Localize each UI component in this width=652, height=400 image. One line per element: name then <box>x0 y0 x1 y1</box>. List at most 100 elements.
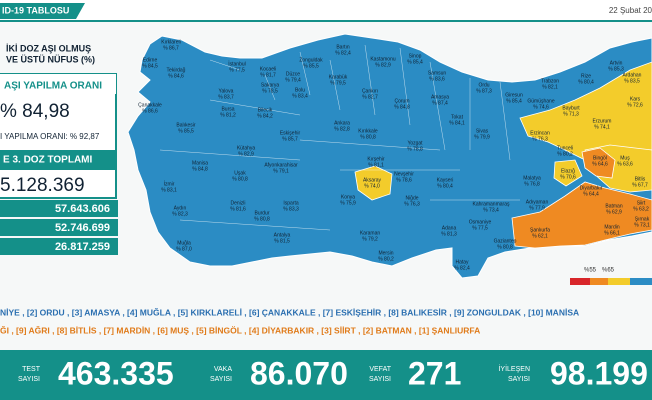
legend-swatch <box>590 278 608 285</box>
province-name: Karabük <box>329 74 348 80</box>
province-name: Kastamonu <box>370 56 396 62</box>
province-name: Ankara <box>334 120 350 126</box>
province-name: Zonguldak <box>299 57 323 63</box>
province-value: % 82,7 <box>362 94 378 100</box>
province-name: Eskişehir <box>280 130 301 136</box>
stat-label: SAYISI <box>18 376 40 383</box>
stats-bar <box>0 350 652 400</box>
province-name: Çankırı <box>362 88 378 94</box>
province-name: Yozgat <box>407 140 423 146</box>
province-value: % 73,4 <box>483 207 499 213</box>
stat-label: İYİLEŞEN <box>498 364 530 373</box>
province-value: % 71,3 <box>563 111 579 117</box>
province-value: % 83,7 <box>218 94 234 100</box>
stat-value: 271 <box>408 355 461 391</box>
province-value: % 78,5 <box>262 88 278 94</box>
province-name: Siirt <box>637 200 646 206</box>
province-value: % 80,2 <box>378 256 394 262</box>
province-name: Manisa <box>192 160 208 166</box>
province-name: Malatya <box>523 175 541 181</box>
province-name: Gaziantep <box>494 238 517 244</box>
province-name: Bilecik <box>258 107 273 113</box>
region-orange-southeast <box>511 181 652 249</box>
province-value: % 64,4 <box>583 191 599 197</box>
stat-label: SAYISI <box>508 376 530 383</box>
province-value: % 83,5 <box>624 78 640 84</box>
province-name: Denizli <box>230 200 245 206</box>
province-name: Mardin <box>604 224 620 230</box>
stats: TEST SAYISI 463.335 VAKA SAYISI 86.070 VEFAT SA… <box>18 355 648 391</box>
province-value: % 74,0 <box>364 183 380 189</box>
province-name: İzmir <box>164 180 175 187</box>
province-name: Tokat <box>451 114 464 120</box>
province-value: % 70,6 <box>560 174 576 180</box>
province-value: % 79,4 <box>285 77 301 83</box>
province-name: Nevşehir <box>394 171 414 177</box>
province-value: % 81,2 <box>220 112 236 118</box>
province-name: Tekirdağ <box>167 67 186 73</box>
province-value: % 85,5 <box>303 63 319 69</box>
province-name: Hatay <box>455 259 469 265</box>
province-name: Isparta <box>283 200 299 206</box>
stat-label: SAYISI <box>369 376 391 383</box>
dose3-label: E 3. DOZ TOPLAMI <box>3 155 92 166</box>
province-name: Şırnak <box>635 216 650 222</box>
province-value: % 79,9 <box>474 134 490 140</box>
panel-row-value: 52.746.699 <box>55 222 110 234</box>
province-value: % 84,6 <box>168 73 184 79</box>
top-strip <box>0 0 652 22</box>
province-value: % 74,6 <box>533 104 549 110</box>
region-yellow-elazig <box>553 159 583 187</box>
province-name: Antalya <box>274 232 291 238</box>
province-value: % 77,5 <box>472 225 488 231</box>
province-value: % 79,1 <box>273 168 289 174</box>
province-value: % 62,1 <box>532 233 548 239</box>
province-name: Diyarbakır <box>580 185 603 191</box>
province-value: % 84,1 <box>449 120 465 126</box>
stat-value: 86.070 <box>250 355 348 391</box>
province-name: Balıkesir <box>176 122 196 128</box>
province-value: % 67,7 <box>632 182 648 188</box>
date: 22 Şubat 20 <box>609 6 652 15</box>
legend-swatch <box>608 278 630 285</box>
legend-swatch <box>570 278 590 285</box>
province-name: Burdur <box>254 210 269 216</box>
province-value: % 84,5 <box>142 63 158 69</box>
province-borders <box>159 44 520 231</box>
province-name: Tunceli <box>557 145 573 151</box>
province-name: Kırıkkale <box>358 128 378 134</box>
province-value: % 76,3 <box>404 201 420 207</box>
province-name: Düzce <box>286 71 300 77</box>
province-value: % 80,8 <box>254 216 270 222</box>
province-value: % 84,2 <box>257 113 273 119</box>
legend: %55 %65 <box>570 268 652 285</box>
province-name: Erzurum <box>593 118 612 124</box>
dose3-value: 5.128.369 <box>0 175 85 196</box>
province-value: % 64,6 <box>592 161 608 167</box>
province-name: Batman <box>605 203 622 209</box>
province-value: % 85,5 <box>178 128 194 134</box>
province-value: % 76,3 <box>532 136 548 142</box>
province-value: % 77,9 <box>529 205 545 211</box>
province-value: % 84,8 <box>394 104 410 110</box>
province-name: Elazığ <box>561 168 575 174</box>
province-value: % 77,5 <box>229 67 245 73</box>
province-value: % 80,4 <box>578 79 594 85</box>
province-name: Yalova <box>219 88 234 94</box>
province-name: Erzincan <box>530 130 550 136</box>
rate2: I YAPILMA ORANI: % 92,87 <box>0 132 100 141</box>
province-value: % 80,8 <box>497 244 513 250</box>
province-value: % 87,3 <box>476 88 492 94</box>
province-name: Aydın <box>174 205 187 211</box>
title-tab <box>0 3 85 19</box>
province-value: % 80,8 <box>360 134 376 140</box>
province-name: Kocaeli <box>260 66 276 72</box>
province-value: % 74,1 <box>594 124 610 130</box>
panel-heading: İKİ DOZ AŞI OLMUŞ <box>6 43 91 53</box>
province-value: % 75,9 <box>340 200 356 206</box>
province-name: Niğde <box>405 195 418 201</box>
province-value: % 87,4 <box>432 100 448 106</box>
province-value: % 63,2 <box>633 206 649 212</box>
